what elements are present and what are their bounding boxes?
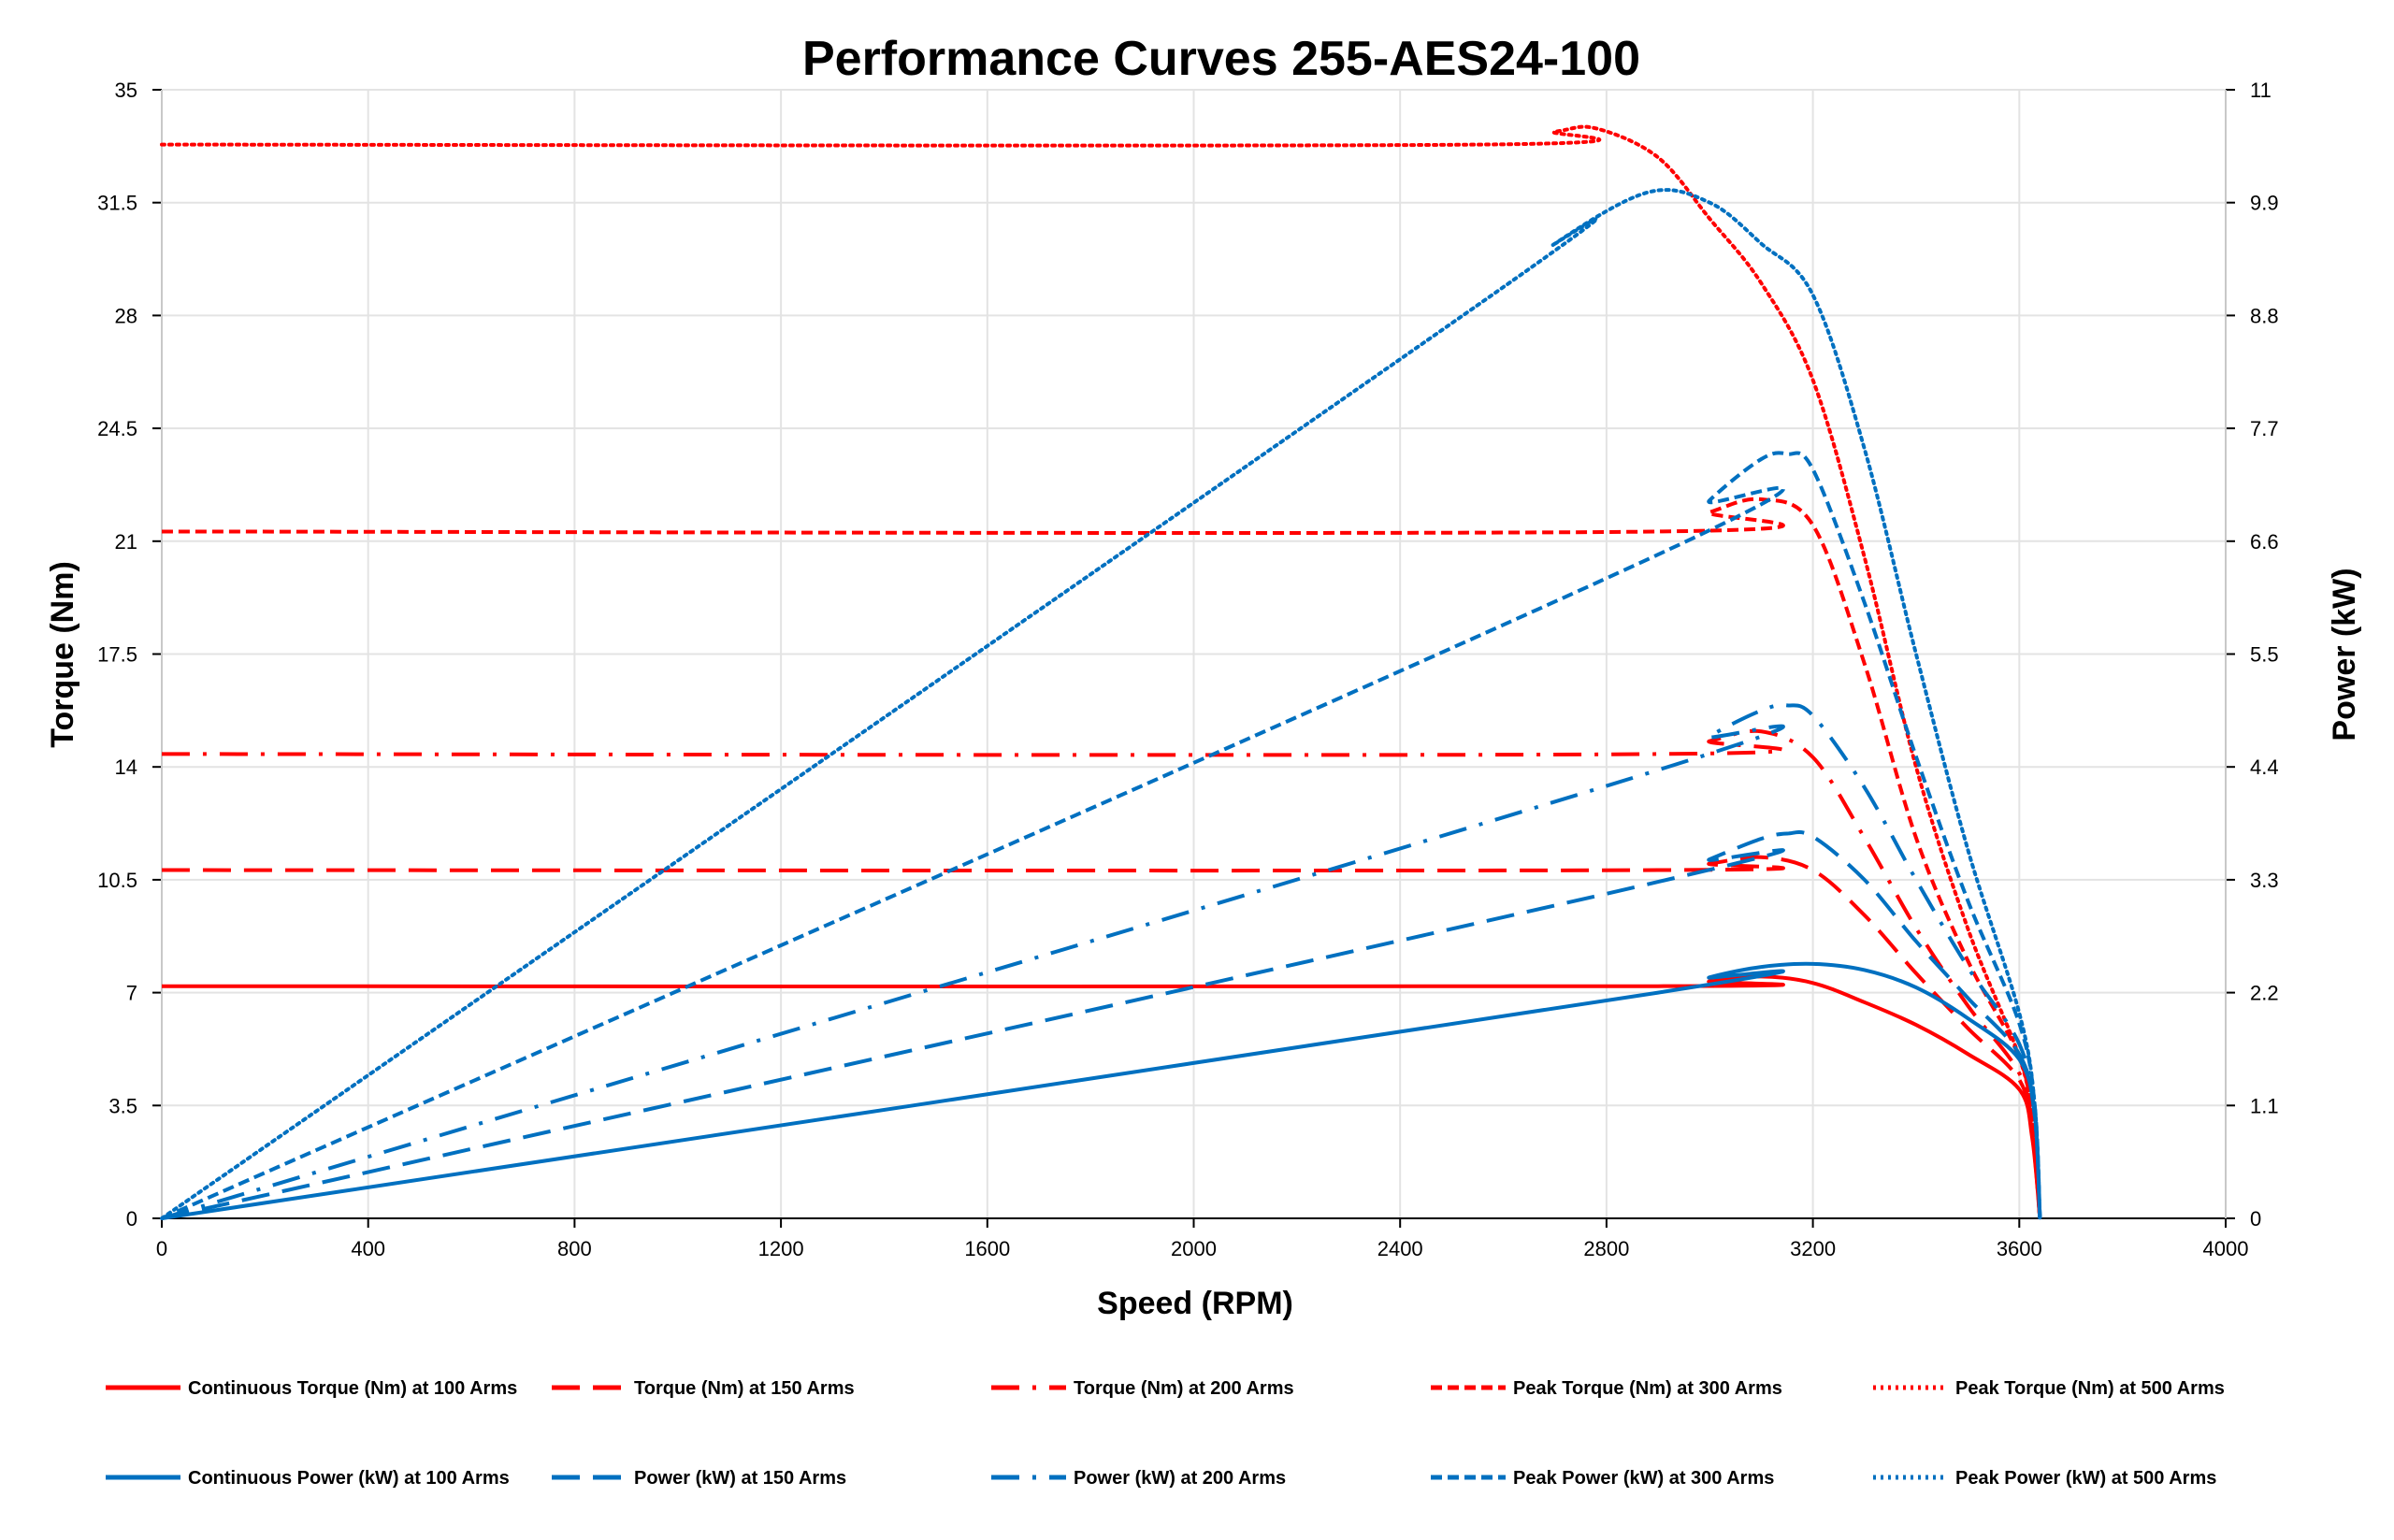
legend: Continuous Torque (Nm) at 100 Arms Torque… bbox=[106, 1378, 2225, 1489]
x-tick-label: 800 bbox=[557, 1237, 592, 1260]
y2-tick-label: 9.9 bbox=[2250, 192, 2279, 215]
y2-tick-label: 1.1 bbox=[2250, 1094, 2279, 1117]
legend-label-10: Peak Power (kW) at 500 Arms bbox=[1955, 1468, 2216, 1489]
legend-label-5: Peak Torque (Nm) at 500 Arms bbox=[1955, 1378, 2225, 1399]
y-tick-label: 7 bbox=[126, 982, 137, 1005]
series-line-4 bbox=[161, 497, 2042, 1219]
series-line-8 bbox=[161, 703, 2042, 1220]
y2-tick-label: 6.6 bbox=[2250, 530, 2279, 554]
series-line-10 bbox=[160, 188, 2042, 1220]
legend-label-6: Continuous Power (kW) at 100 Arms bbox=[188, 1468, 510, 1489]
series-lines bbox=[160, 124, 2042, 1220]
y-tick-label: 31.5 bbox=[97, 192, 137, 215]
y2-tick-label: 11 bbox=[2250, 79, 2271, 102]
y-tick-label: 28 bbox=[115, 304, 137, 327]
gridlines bbox=[162, 89, 2227, 1218]
series-line-6 bbox=[161, 961, 2042, 1220]
legend-label-9: Peak Power (kW) at 300 Arms bbox=[1513, 1468, 1774, 1489]
y-tick-label: 35 bbox=[115, 79, 137, 102]
x-tick-label: 1200 bbox=[758, 1237, 804, 1260]
x-tick-label: 2800 bbox=[1583, 1237, 1629, 1260]
y-tick-label: 21 bbox=[115, 530, 137, 554]
legend-label-3: Torque (Nm) at 200 Arms bbox=[1074, 1378, 1294, 1399]
legend-label-4: Peak Torque (Nm) at 300 Arms bbox=[1513, 1378, 1782, 1399]
y2-tick-label: 3.3 bbox=[2250, 869, 2279, 892]
y-axis-title: Torque (Nm) bbox=[45, 561, 80, 748]
series-line-9 bbox=[161, 451, 2042, 1220]
x-tick-label: 4000 bbox=[2203, 1237, 2249, 1260]
legend-label-8: Power (kW) at 200 Arms bbox=[1074, 1468, 1286, 1489]
y2-tick-label: 7.7 bbox=[2250, 417, 2279, 440]
x-tick-label: 3600 bbox=[1997, 1237, 2042, 1260]
legend-label-7: Power (kW) at 150 Arms bbox=[634, 1468, 846, 1489]
x-tick-label: 1600 bbox=[964, 1237, 1010, 1260]
x-tick-label: 0 bbox=[156, 1237, 167, 1260]
series-line-7 bbox=[161, 829, 2042, 1220]
y2-tick-label: 0 bbox=[2250, 1207, 2261, 1231]
y-tick-label: 17.5 bbox=[97, 643, 137, 667]
y-tick-label: 24.5 bbox=[97, 417, 137, 440]
y2-tick-label: 8.8 bbox=[2250, 304, 2279, 327]
x-tick-label: 2000 bbox=[1171, 1237, 1217, 1260]
series-line-2 bbox=[161, 855, 2042, 1219]
y2-tick-label: 4.4 bbox=[2250, 756, 2279, 779]
x-tick-label: 3200 bbox=[1790, 1237, 1836, 1260]
x-tick-label: 2400 bbox=[1377, 1237, 1423, 1260]
y-tick-label: 3.5 bbox=[108, 1094, 137, 1117]
series-line-3 bbox=[161, 728, 2042, 1219]
series-line-5 bbox=[160, 124, 2042, 1220]
x-tick-label: 400 bbox=[351, 1237, 385, 1260]
axes: 0 400 800 1200 1600 2000 2400 2800 3200 3600 40000… bbox=[97, 79, 2278, 1260]
chart-title: Performance Curves 255-AES24-100 bbox=[802, 32, 1640, 86]
y2-axis-title: Power (kW) bbox=[2327, 568, 2362, 741]
x-axis-title: Speed (RPM) bbox=[1097, 1286, 1293, 1321]
y2-tick-label: 5.5 bbox=[2250, 643, 2279, 667]
legend-label-2: Torque (Nm) at 150 Arms bbox=[634, 1378, 855, 1399]
y2-tick-label: 2.2 bbox=[2250, 982, 2279, 1005]
y-tick-label: 0 bbox=[126, 1207, 137, 1231]
series-line-1 bbox=[161, 974, 2042, 1219]
legend-label-1: Continuous Torque (Nm) at 100 Arms bbox=[188, 1378, 517, 1399]
y-tick-label: 10.5 bbox=[97, 869, 137, 892]
y-tick-label: 14 bbox=[115, 756, 137, 779]
